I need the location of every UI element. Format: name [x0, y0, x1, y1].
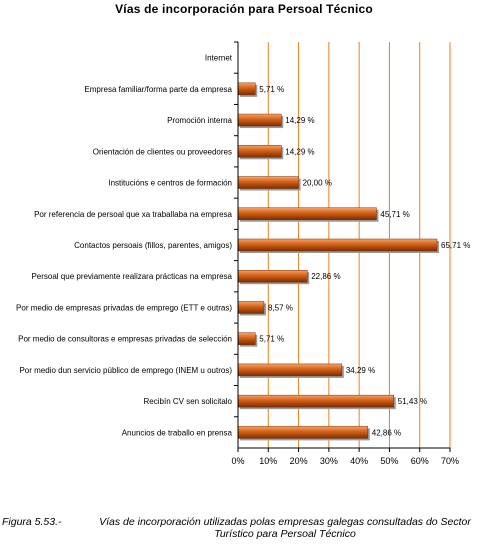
category-label-persoal-que-previamente-realizara-practi: Persoal que previamente realizara prácti… — [31, 272, 232, 281]
x-tick-label: 50% — [380, 456, 398, 466]
value-label: 5,71 % — [259, 335, 284, 344]
x-tick-label: 20% — [290, 456, 308, 466]
bar-anuncios-de-traballo-en-prensa — [237, 426, 369, 439]
value-label: 14,29 % — [285, 147, 314, 156]
category-label-empresa-familiar-forma-parte-da-empresa: Empresa familiar/forma parte da empresa — [84, 85, 232, 94]
value-label: 45,71 % — [380, 210, 409, 219]
axes — [234, 41, 451, 452]
category-label-recibin-cv-sen-solicitalo: Recibín CV sen solicitalo — [144, 397, 233, 406]
bar-promocion-interna — [237, 113, 282, 127]
category-label-anuncios-de-traballo-en-prensa: Anuncios de traballo en prensa — [122, 428, 233, 437]
bar-persoal-que-previamente-realizara-practi — [237, 269, 308, 283]
x-tick-label: 70% — [441, 456, 459, 466]
bar-chart: 0% 10% 20% 30% 40% 50% 60% 70% Internet Empresa f… — [16, 41, 470, 466]
bar-empresa-familiar-forma-parte-da-empresa — [237, 82, 256, 96]
value-label: 42,86 % — [372, 428, 401, 437]
value-label: 34,29 % — [346, 366, 375, 375]
bar-por-medio-dun-servicio-publico-de-empreg — [237, 363, 343, 377]
category-label-contactos-persoais-fillos-parentes-amigo: Contactos persoais (fillos, parentes, am… — [74, 241, 232, 250]
category-label-por-medio-de-consultoras-e-empresas-priv: Por medio de consultoras e empresas priv… — [18, 335, 232, 344]
chart-title: Vías de incorporación para Persoal Técni… — [115, 2, 373, 16]
value-label: 14,29 % — [285, 116, 314, 125]
bar-por-medio-de-empresas-privadas-de-empreg — [237, 301, 265, 314]
bar-por-medio-de-consultoras-e-empresas-priv — [237, 332, 256, 345]
caption-text: Vías de incorporación utilizadas polas e… — [99, 516, 471, 540]
category-label-institucions-e-centros-de-formacion: Institucións e centros de formación — [108, 179, 232, 188]
value-label: 51,43 % — [398, 397, 427, 406]
x-tick-label: 0% — [231, 456, 244, 466]
value-label: 22,86 % — [311, 272, 340, 281]
category-label-internet: Internet — [205, 54, 233, 63]
category-label-por-referencia-de-persoal-que-xa-traball: Por referencia de persoal que xa traball… — [34, 210, 232, 219]
bar-orientacion-de-clientes-ou-proveedores — [237, 145, 282, 158]
labels: 0% 10% 20% 30% 40% 50% 60% 70% Internet Empresa f… — [16, 54, 470, 466]
x-tick-label: 30% — [320, 456, 338, 466]
figure-number: Figura 5.53.- — [2, 516, 62, 528]
bars — [237, 82, 440, 441]
x-tick-label: 40% — [350, 456, 368, 466]
category-label-por-medio-de-empresas-privadas-de-empreg: Por medio de empresas privadas de empreg… — [16, 303, 232, 312]
x-tick-label: 60% — [411, 456, 429, 466]
value-label: 8,57 % — [268, 303, 293, 312]
category-label-orientacion-de-clientes-ou-proveedores: Orientación de clientes ou proveedores — [93, 147, 232, 156]
bar-por-referencia-de-persoal-que-xa-traball — [237, 207, 377, 221]
bar-recibin-cv-sen-solicitalo — [237, 394, 395, 408]
value-label: 5,71 % — [259, 85, 284, 94]
bar-institucions-e-centros-de-formacion — [237, 176, 299, 189]
x-tick-label: 10% — [259, 456, 277, 466]
category-label-por-medio-dun-servicio-publico-de-empreg: Por medio dun servicio público de empreg… — [19, 366, 232, 375]
category-label-promocion-interna: Promoción interna — [167, 116, 232, 125]
value-label: 20,00 % — [303, 179, 332, 188]
bar-contactos-persoais-fillos-parentes-amigo — [237, 238, 438, 252]
value-label: 65,71 % — [441, 241, 470, 250]
